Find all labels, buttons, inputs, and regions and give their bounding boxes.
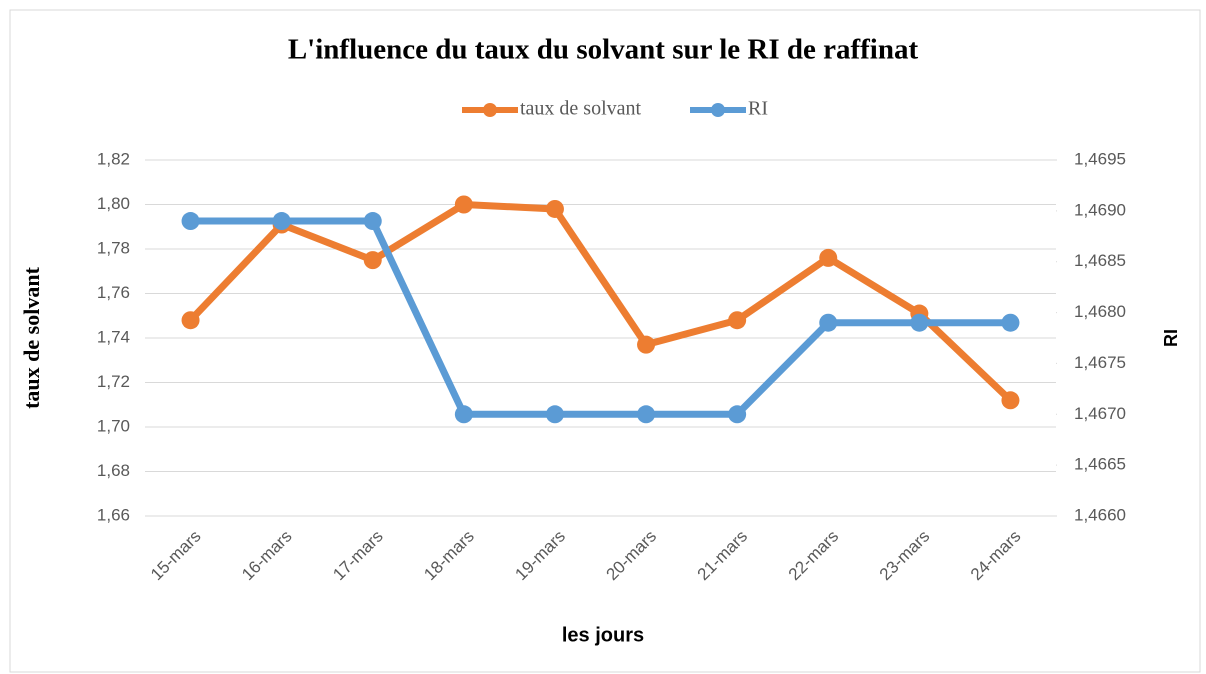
x-axis-title: les jours <box>562 624 644 646</box>
data-point <box>637 405 656 424</box>
data-point <box>819 248 838 267</box>
data-point <box>1001 391 1020 410</box>
data-point <box>454 405 473 424</box>
data-point <box>819 313 838 332</box>
y2-axis-title: RI <box>1161 329 1181 347</box>
y-tick-label: 1,66 <box>97 505 130 524</box>
data-point <box>728 311 747 330</box>
legend-marker <box>711 103 725 117</box>
series-line <box>188 201 1013 403</box>
data-point <box>454 195 473 214</box>
series-line <box>190 217 1011 418</box>
y2-tick-label: 1,4665 <box>1074 455 1126 474</box>
y-tick-label: 1,74 <box>97 327 130 346</box>
y-tick-label: 1,70 <box>97 416 130 435</box>
y-tick-label: 1,68 <box>97 461 130 480</box>
y-tick-label: 1,76 <box>97 283 130 302</box>
data-point <box>545 405 564 424</box>
y2-tick-label: 1,4690 <box>1074 200 1126 219</box>
y-tick-label: 1,80 <box>97 194 130 213</box>
y2-tick-label: 1,4660 <box>1074 505 1126 524</box>
data-point <box>545 199 564 218</box>
y2-tick-label: 1,4670 <box>1074 404 1126 423</box>
y-tick-label: 1,78 <box>97 238 130 257</box>
y2-tick-label: 1,4680 <box>1074 302 1126 321</box>
y2-tick-label: 1,4675 <box>1074 353 1126 372</box>
y-tick-label: 1,72 <box>97 372 130 391</box>
y-tick-label: 1,82 <box>97 149 130 168</box>
data-point <box>363 251 382 270</box>
chart-title: L'influence du taux du solvant sur le RI… <box>288 34 919 66</box>
data-point <box>181 212 200 231</box>
data-point <box>181 311 200 330</box>
data-point <box>728 405 747 424</box>
y2-tick-label: 1,4695 <box>1074 149 1126 168</box>
legend-label: RI <box>748 98 768 120</box>
legend-label: taux de solvant <box>520 98 642 120</box>
data-point <box>637 335 656 354</box>
y2-tick-label: 1,4685 <box>1074 251 1126 270</box>
data-point <box>363 212 382 231</box>
legend-marker <box>483 103 497 117</box>
chart-border <box>9 9 1201 673</box>
data-point <box>1001 313 1020 332</box>
y-axis-title: taux de solvant <box>19 266 44 408</box>
data-point <box>272 212 291 231</box>
data-point <box>910 313 929 332</box>
